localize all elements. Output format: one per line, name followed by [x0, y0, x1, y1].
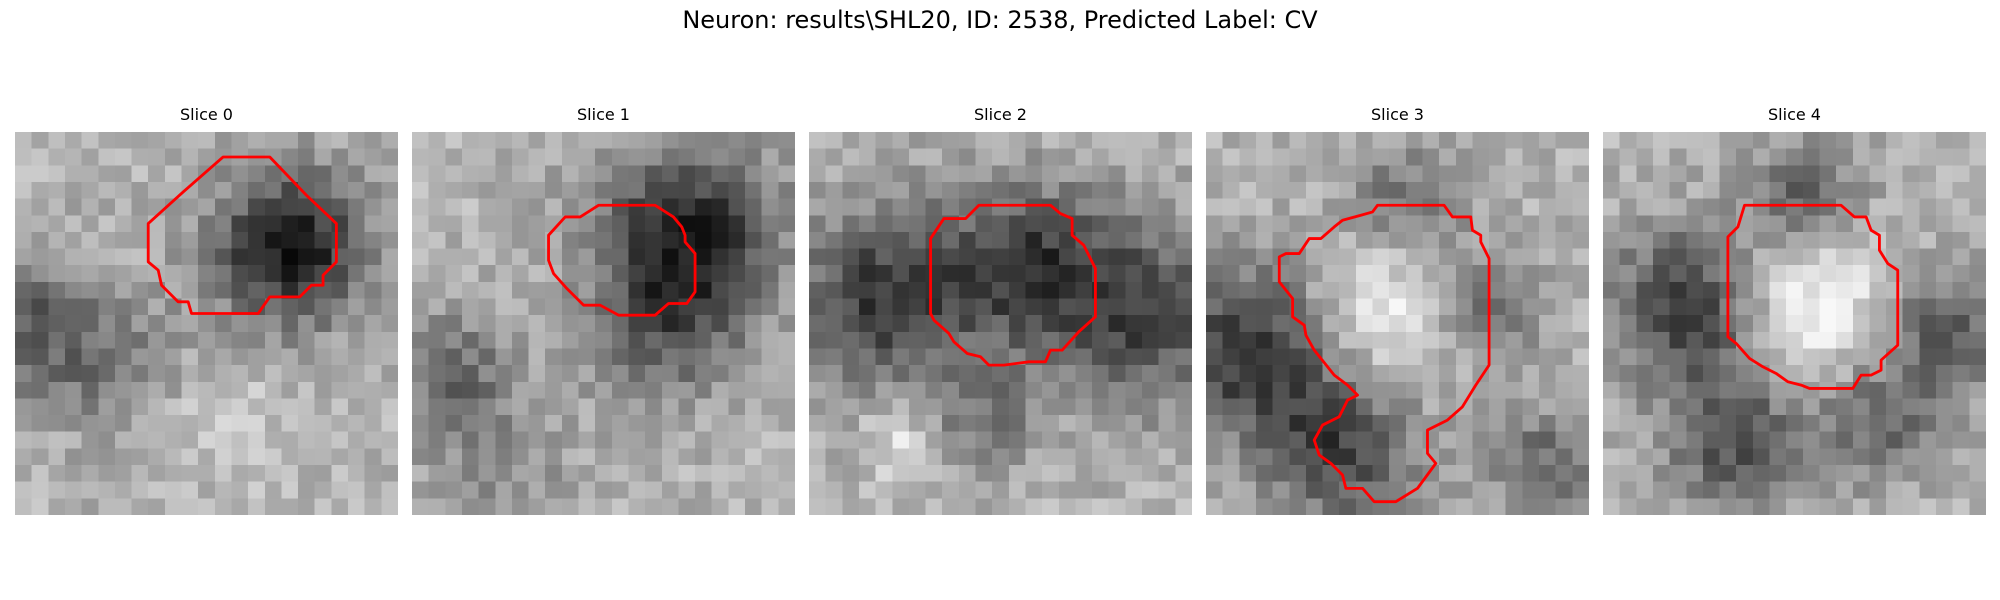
grayscale-pixel-grid — [15, 132, 398, 515]
slice-title-4: Slice 4 — [1768, 105, 1821, 124]
roi-contour — [929, 203, 1097, 367]
roi-contour — [146, 155, 338, 315]
slice-image-1 — [412, 132, 795, 515]
slice-title-2: Slice 2 — [974, 105, 1027, 124]
figure-title: Neuron: results\SHL20, ID: 2538, Predict… — [682, 6, 1318, 34]
roi-contour — [1726, 203, 1900, 390]
grayscale-pixel-grid — [1206, 132, 1589, 515]
roi-contour — [547, 203, 697, 317]
slice-image-0 — [15, 132, 398, 515]
slice-image-2 — [809, 132, 1192, 515]
grayscale-pixel-grid — [412, 132, 795, 515]
roi-contour — [1277, 203, 1491, 504]
slice-title-0: Slice 0 — [180, 105, 233, 124]
slice-title-3: Slice 3 — [1371, 105, 1424, 124]
grayscale-pixel-grid — [809, 132, 1192, 515]
slice-image-3 — [1206, 132, 1589, 515]
slice-image-4 — [1603, 132, 1986, 515]
slice-title-1: Slice 1 — [577, 105, 630, 124]
grayscale-pixel-grid — [1603, 132, 1986, 515]
